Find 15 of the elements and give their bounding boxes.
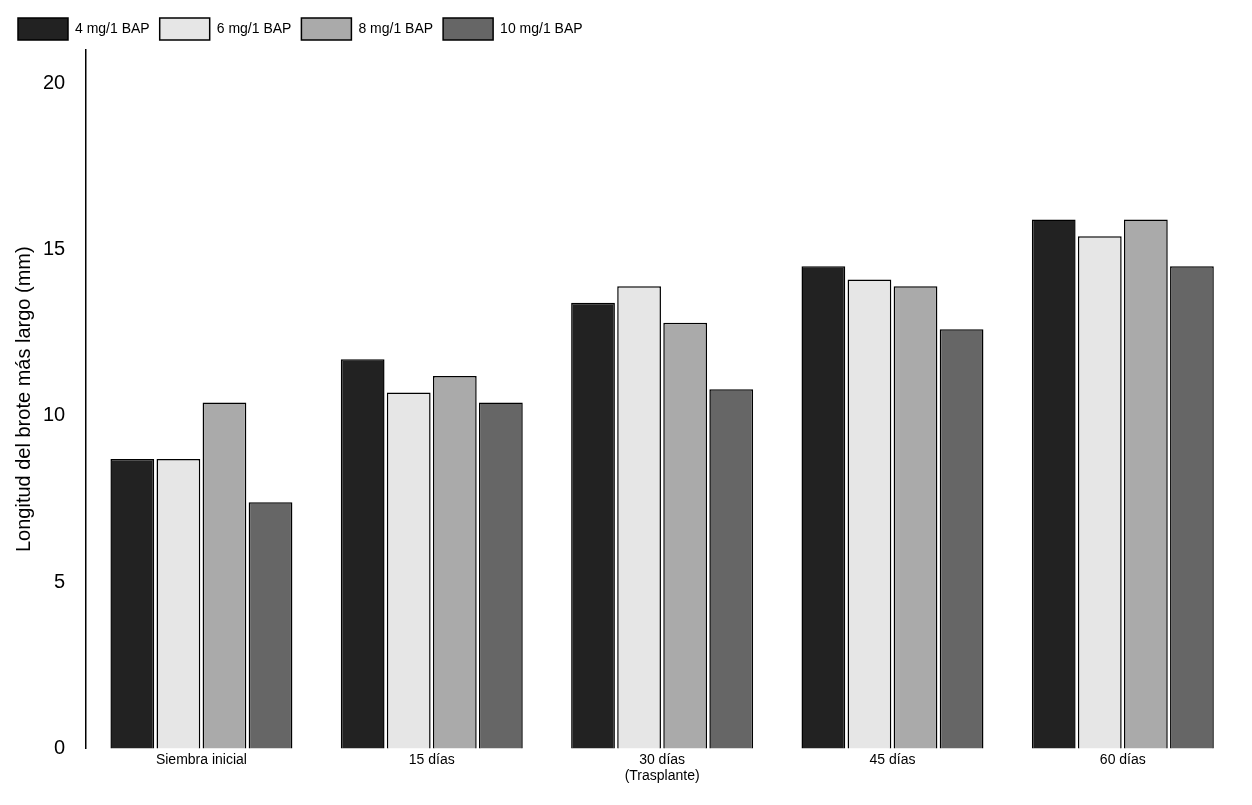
y-tick-label: 20 [43, 70, 66, 93]
x-tick-label: Siembra inicial [155, 750, 247, 767]
legend-label: 10 mg/1 BAP [500, 19, 583, 36]
x-tick-label: 15 días [408, 750, 455, 767]
x-tick-label: 45 días [869, 750, 916, 767]
y-tick-label: 10 [43, 403, 66, 426]
y-tick-label: 15 [43, 237, 66, 260]
x-tick-label: 60 días [1099, 750, 1146, 767]
legend-label: 4 mg/1 BAP [75, 19, 150, 36]
legend-label: 8 mg/1 BAP [358, 19, 434, 36]
x-tick-label: 30 días (Trasplante) [624, 750, 700, 784]
legend-label: 6 mg/1 BAP [216, 19, 292, 36]
y-tick-label: 5 [54, 569, 66, 592]
y-tick-label: 0 [54, 735, 66, 758]
y-axis-title: Longitud del brote más largo (mm) [11, 246, 34, 553]
